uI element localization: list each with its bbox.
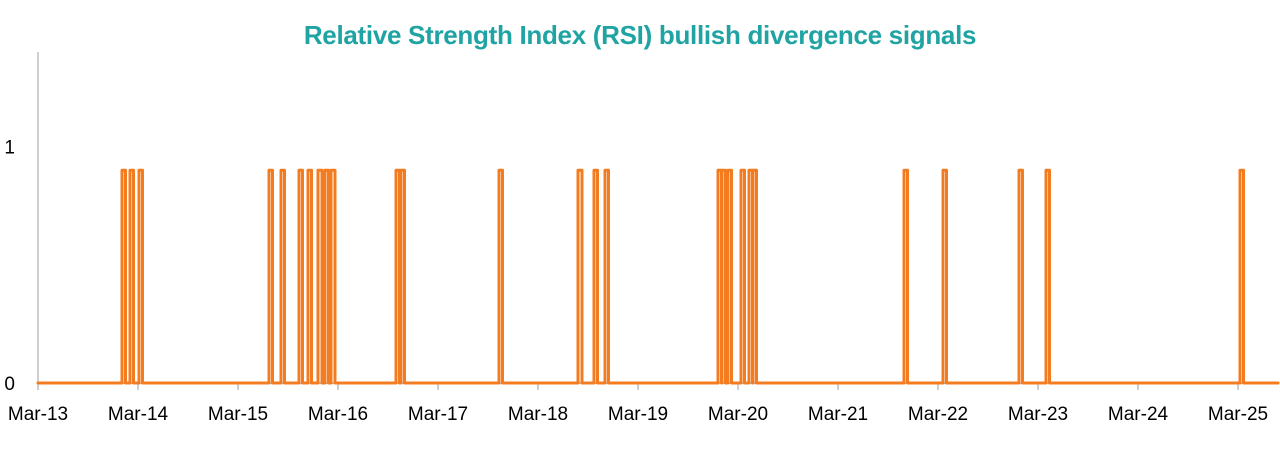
x-tick-label: Mar-18 — [508, 404, 568, 425]
x-tick-label: Mar-20 — [708, 404, 768, 425]
signal-spike — [325, 170, 329, 383]
signal-spike — [281, 170, 285, 383]
x-tick-label: Mar-21 — [808, 404, 868, 425]
y-tick-label: 1 — [4, 138, 15, 159]
x-tick-label: Mar-14 — [108, 404, 169, 425]
series-line — [36, 168, 1280, 385]
signal-spike — [401, 170, 405, 383]
plot-area: 0 1 Mar-13 Mar-14 Mar-15 Mar-16 Mar-17 Mar-18 Ma… — [4, 52, 1280, 425]
signal-spike — [753, 170, 757, 383]
x-tick-label: Mar-25 — [1208, 404, 1268, 425]
x-tick-label: Mar-15 — [208, 404, 268, 425]
signal-spike — [499, 170, 503, 383]
signal-spike — [139, 170, 143, 383]
signal-spike — [269, 170, 273, 383]
chart-title: Relative Strength Index (RSI) bullish di… — [304, 20, 976, 50]
signal-spike — [728, 170, 732, 383]
x-tick-label: Mar-16 — [308, 404, 368, 425]
signal-spike — [1046, 170, 1050, 383]
signal-spike — [943, 170, 947, 383]
x-tick-label: Mar-24 — [1108, 404, 1169, 425]
y-tick-label: 0 — [4, 374, 15, 395]
x-tick-label: Mar-17 — [408, 404, 468, 425]
signal-spike — [741, 170, 745, 383]
signal-spike — [299, 170, 303, 383]
signal-spike — [396, 170, 400, 383]
signal-spike — [718, 170, 722, 383]
signal-spike — [130, 170, 134, 383]
x-tick-label: Mar-23 — [1008, 404, 1068, 425]
signal-spike — [122, 170, 126, 383]
signal-spike — [594, 170, 598, 383]
x-tick-label: Mar-19 — [608, 404, 668, 425]
x-tick-label: Mar-22 — [908, 404, 968, 425]
signal-spike — [1019, 170, 1023, 383]
signal-spike — [605, 170, 609, 383]
signal-spike — [1240, 170, 1244, 383]
signal-spike — [308, 170, 312, 383]
signal-spike — [318, 170, 322, 383]
signal-spike — [722, 170, 726, 383]
signal-spike — [749, 170, 753, 383]
signal-spike — [904, 170, 908, 383]
signal-spike — [578, 170, 582, 383]
x-tick-label: Mar-13 — [8, 404, 68, 425]
signal-spike — [331, 170, 335, 383]
